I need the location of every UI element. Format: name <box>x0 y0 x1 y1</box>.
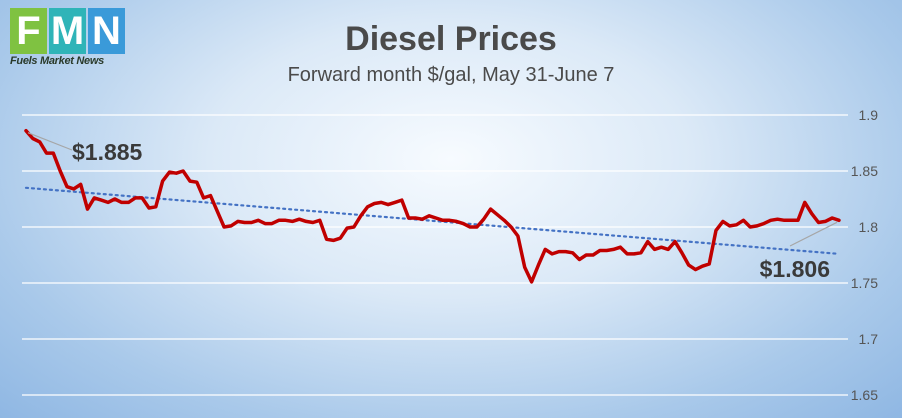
series-line <box>24 128 841 284</box>
trendline <box>24 186 841 255</box>
logo-letter-n: N <box>88 8 125 54</box>
chart-title: Diesel Prices <box>345 20 557 58</box>
logo-letter-f: F <box>10 8 47 54</box>
y-tick-label: 1.7 <box>859 331 879 347</box>
logo-tagline: Fuels Market News <box>10 55 104 67</box>
callout-leader <box>27 132 73 151</box>
logo-letter-m: M <box>49 8 86 54</box>
y-tick-label: 1.8 <box>859 219 879 235</box>
chart-subtitle: Forward month $/gal, May 31-June 7 <box>287 64 615 86</box>
callout-leader <box>789 221 838 247</box>
y-tick-label: 1.75 <box>851 275 878 291</box>
callout-label-start: $1.885 <box>72 139 143 165</box>
y-tick-label: 1.65 <box>851 387 878 403</box>
y-tick-label: 1.85 <box>851 163 878 179</box>
callout-label-end: $1.806 <box>760 256 830 282</box>
fmn-logo: F M N Fuels Market News <box>10 8 128 70</box>
y-tick-label: 1.9 <box>859 107 879 123</box>
